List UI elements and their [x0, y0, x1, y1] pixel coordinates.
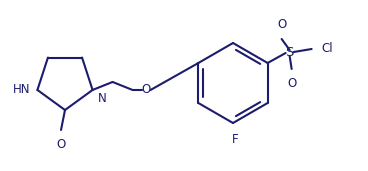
Text: O: O — [287, 77, 296, 90]
Text: S: S — [286, 47, 294, 60]
Text: HN: HN — [13, 83, 31, 96]
Text: F: F — [232, 133, 238, 146]
Text: O: O — [277, 18, 286, 31]
Text: O: O — [56, 138, 66, 151]
Text: Cl: Cl — [322, 43, 333, 56]
Text: O: O — [141, 83, 150, 96]
Text: N: N — [98, 92, 106, 105]
